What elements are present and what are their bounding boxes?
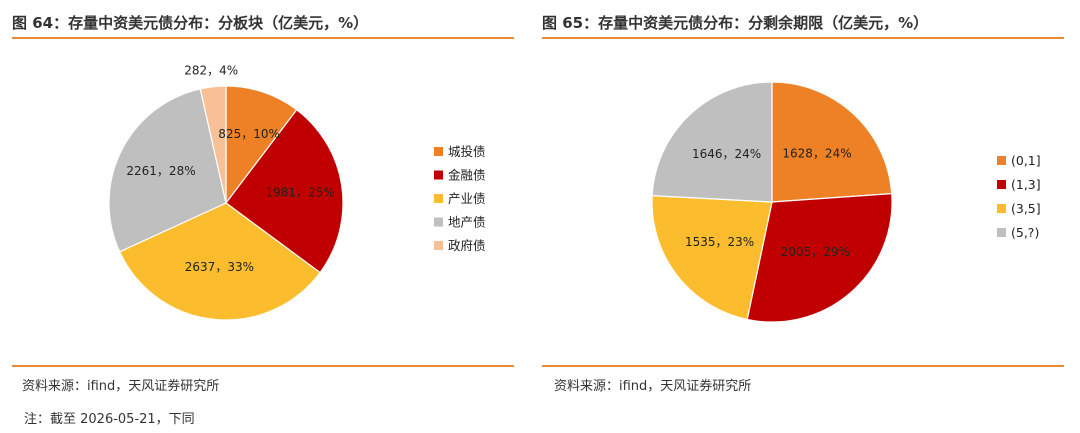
legend-label: 城投债 [448, 144, 486, 159]
slice-data-label: 1535，23% [685, 235, 754, 249]
legend-label: 地产债 [448, 215, 486, 230]
slice-data-label: 2637，33% [185, 260, 254, 274]
legend-label: 产业债 [448, 191, 486, 206]
legend-label: (5,?) [1011, 225, 1039, 240]
chart-panel-sector: 图 64：存量中资美元债分布：分板块（亿美元，%） 城投债金融债产业债地产债政府… [12, 0, 514, 394]
title-rule [12, 37, 514, 39]
pie-slice [651, 81, 773, 203]
legend-label: 政府债 [448, 238, 486, 253]
pie-slice [108, 88, 227, 253]
legend-swatch [434, 217, 443, 227]
pie-slice [746, 193, 893, 323]
source-text: 资料来源：ifind，天风证券研究所 [554, 379, 752, 394]
pie-slice [199, 85, 227, 204]
legend-label: 金融债 [448, 168, 486, 183]
chart-title: 图 65：存量中资美元债分布：分剩余期限（亿美元，%） [542, 14, 929, 32]
legend-swatch [434, 170, 443, 180]
footnote: 注：截至 2026-05-21，下同 [24, 412, 195, 427]
slice-data-label: 1981，25% [265, 185, 334, 199]
slice-data-label: 1628，24% [782, 147, 851, 161]
pie-slice [225, 108, 344, 274]
legend-swatch [997, 180, 1006, 189]
legend-swatch [997, 156, 1006, 165]
source-text: 资料来源：ifind，天风证券研究所 [22, 379, 220, 394]
pie-slice [771, 81, 893, 203]
pie-chart-maturity: (0,1] (1,3] (3,5] (5,?) 1628，24% 2005，29% 1535… [651, 81, 1041, 323]
footer-rule [12, 365, 514, 367]
slice-data-label: 282，4% [184, 63, 238, 77]
chart-panel-maturity: 图 65：存量中资美元债分布：分剩余期限（亿美元，%） (0,1] (1,3] (3… [542, 0, 1064, 394]
legend-label: (1,3] [1011, 177, 1041, 192]
footer-rule [542, 365, 1064, 367]
legend-swatch [434, 241, 443, 250]
legend-swatch [434, 147, 443, 156]
pie-slice [225, 85, 298, 205]
pie-slice [651, 195, 773, 321]
slice-data-label: 1646，24% [692, 147, 761, 161]
legend-swatch [997, 228, 1006, 237]
slice-data-label: 2005，29% [781, 245, 850, 259]
title-rule [542, 37, 1064, 39]
legend-swatch [997, 204, 1006, 213]
chart-title: 图 64：存量中资美元债分布：分板块（亿美元，%） [12, 14, 369, 32]
legend-label: (3,5] [1011, 201, 1041, 216]
slice-data-label: 825，10% [218, 127, 280, 141]
pie-slice [118, 202, 321, 321]
legend-swatch [434, 194, 443, 203]
legend-label: (0,1] [1011, 153, 1041, 168]
slice-data-label: 2261，28% [126, 164, 195, 178]
